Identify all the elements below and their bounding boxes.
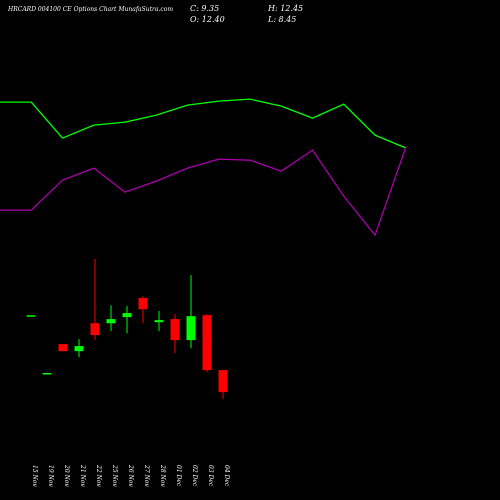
x-tick-label: 04 Dec [223, 465, 230, 487]
indicator-line [0, 145, 407, 237]
indicator-line [0, 98, 407, 149]
x-tick-label: 03 Dec [207, 465, 214, 487]
x-tick-label: 22 Nov [95, 464, 102, 487]
chart-title: HRCARD 004100 CE Options Chart MunafaSut… [7, 6, 173, 13]
candle-body [122, 313, 132, 318]
high-info: H: 12.45 [267, 4, 303, 13]
candle-body [74, 346, 84, 352]
candle-body [138, 297, 148, 310]
x-tick-label: 28 Nov [159, 464, 166, 487]
x-tick-label: 21 Nov [79, 464, 86, 487]
candle-body [90, 323, 100, 336]
x-tick-label: 27 Nov [143, 464, 150, 487]
x-tick-label: 19 Nov [47, 465, 54, 487]
candle-body [58, 344, 68, 352]
candle-body [202, 315, 212, 371]
x-tick-label: 20 Nov [63, 464, 70, 487]
candle-body [170, 319, 180, 341]
low-info: L: 8.45 [267, 15, 296, 24]
x-tick-label: 15 Nov [31, 465, 38, 487]
candle-body [154, 320, 164, 323]
x-tick-label: 26 Nov [127, 464, 134, 487]
candle-body [218, 370, 228, 393]
open-info: O: 12.40 [190, 15, 225, 24]
candle-body [186, 316, 196, 341]
candle-body [42, 373, 52, 375]
candle-body [106, 319, 116, 324]
candle-body [26, 315, 36, 317]
x-tick-label: 01 Dec [175, 465, 182, 487]
x-tick-label: 02 Dec [191, 465, 198, 487]
x-tick-label: 25 Nov [111, 464, 118, 487]
close-info: C: 9.35 [190, 4, 219, 13]
